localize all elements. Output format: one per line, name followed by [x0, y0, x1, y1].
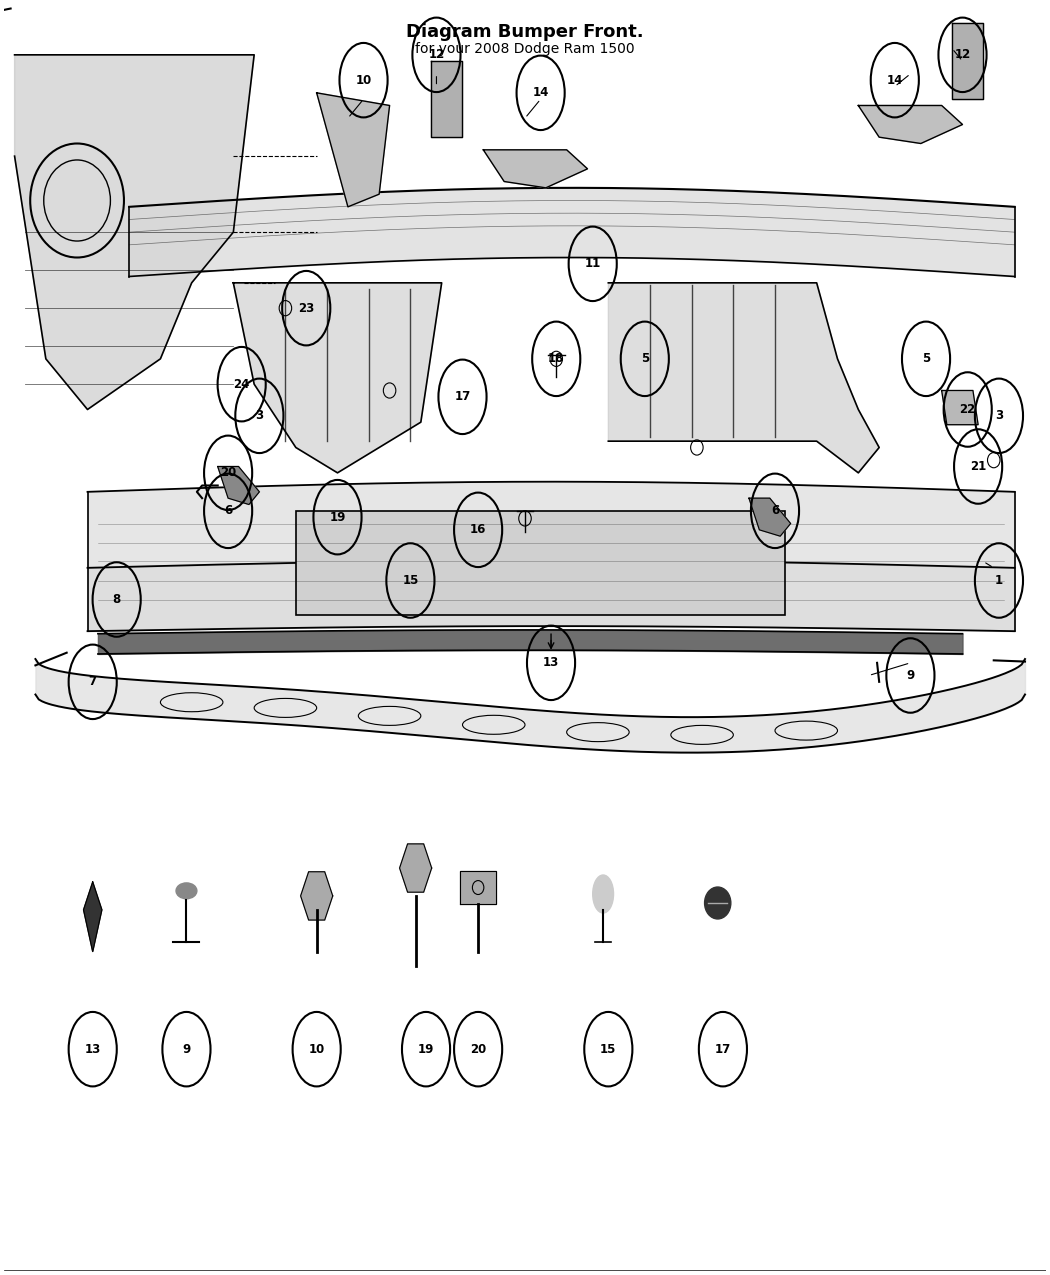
Text: 15: 15 [601, 1043, 616, 1056]
Text: 17: 17 [715, 1043, 731, 1056]
Text: 17: 17 [455, 390, 470, 403]
Text: 12: 12 [428, 48, 444, 61]
Text: 6: 6 [224, 505, 232, 518]
Text: 19: 19 [330, 511, 345, 524]
Text: 9: 9 [183, 1043, 191, 1056]
Text: 18: 18 [548, 352, 565, 366]
Text: 22: 22 [960, 403, 975, 416]
FancyBboxPatch shape [296, 511, 785, 615]
Polygon shape [84, 882, 102, 951]
Text: 5: 5 [640, 352, 649, 366]
Ellipse shape [176, 882, 196, 899]
Text: 7: 7 [88, 676, 97, 688]
Polygon shape [952, 23, 984, 99]
Polygon shape [15, 55, 254, 409]
Polygon shape [217, 467, 259, 505]
Text: 20: 20 [470, 1043, 486, 1056]
Text: 13: 13 [85, 1043, 101, 1056]
Text: 10: 10 [309, 1043, 324, 1056]
Text: 3: 3 [995, 409, 1003, 422]
Polygon shape [942, 390, 979, 425]
Polygon shape [483, 150, 588, 187]
Text: 19: 19 [418, 1043, 435, 1056]
Polygon shape [300, 872, 333, 921]
Circle shape [705, 887, 731, 919]
Text: 16: 16 [470, 523, 486, 537]
Polygon shape [317, 93, 390, 207]
Text: 21: 21 [970, 460, 986, 473]
Text: 24: 24 [233, 377, 250, 390]
Text: 12: 12 [954, 48, 970, 61]
Bar [460, 871, 497, 904]
Text: 15: 15 [402, 574, 419, 586]
Text: 14: 14 [532, 87, 549, 99]
Text: 9: 9 [906, 669, 915, 682]
Text: 20: 20 [220, 467, 236, 479]
Text: 8: 8 [112, 593, 121, 606]
Text: 10: 10 [355, 74, 372, 87]
Polygon shape [432, 61, 462, 138]
Text: 13: 13 [543, 657, 560, 669]
Text: 1: 1 [995, 574, 1003, 586]
Text: 6: 6 [771, 505, 779, 518]
Text: Diagram Bumper Front.: Diagram Bumper Front. [406, 23, 644, 41]
Text: 11: 11 [585, 258, 601, 270]
Text: for your 2008 Dodge Ram 1500: for your 2008 Dodge Ram 1500 [415, 42, 635, 56]
Text: 5: 5 [922, 352, 930, 366]
Polygon shape [749, 499, 791, 537]
Text: 23: 23 [298, 302, 314, 315]
Ellipse shape [592, 875, 613, 913]
Polygon shape [233, 283, 442, 473]
Polygon shape [400, 844, 432, 892]
Text: 3: 3 [255, 409, 264, 422]
Text: 14: 14 [886, 74, 903, 87]
Polygon shape [858, 106, 963, 144]
Polygon shape [608, 283, 879, 473]
